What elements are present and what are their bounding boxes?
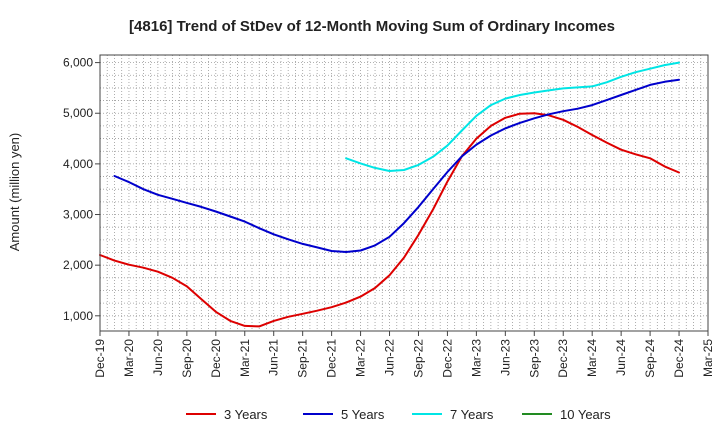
y-tick-label: 4,000 — [63, 157, 93, 171]
x-tick-label: Sep-21 — [296, 339, 310, 378]
series-line-5-years — [113, 78, 680, 253]
x-tick-label: Mar-21 — [238, 339, 252, 377]
x-tick-label: Jun-24 — [614, 339, 628, 376]
x-tick-label: Sep-20 — [180, 339, 194, 378]
x-tick-label: Dec-21 — [325, 339, 339, 378]
x-tick-label: Dec-24 — [672, 339, 686, 378]
x-tick-label: Mar-24 — [585, 339, 599, 377]
x-tick-label: Dec-19 — [93, 339, 107, 378]
y-tick-label: 3,000 — [63, 208, 93, 222]
x-tick-label: Jun-23 — [498, 339, 512, 376]
y-tick-label: 2,000 — [63, 258, 93, 272]
x-tick-label: Sep-22 — [411, 339, 425, 378]
y-tick-label: 5,000 — [63, 106, 93, 120]
x-tick-label: Mar-20 — [122, 339, 136, 377]
legend: 3 Years 5 Years 7 Years 10 Years — [186, 407, 611, 422]
chart-title: [4816] Trend of StDev of 12-Month Moving… — [129, 18, 615, 35]
x-tick-label: Sep-23 — [527, 339, 541, 378]
grid — [100, 55, 708, 331]
series-layer — [99, 61, 680, 328]
x-tick-label: Dec-23 — [556, 339, 570, 378]
y-tick-label: 1,000 — [63, 309, 93, 323]
y-axis-label: Amount (million yen) — [7, 133, 22, 252]
x-tick-label: Dec-20 — [209, 339, 223, 378]
y-ticks: 1,000 2,000 3,000 4,000 5,000 6,000 — [63, 56, 100, 323]
legend-label: 7 Years — [450, 407, 494, 422]
x-tick-label: Jun-20 — [151, 339, 165, 376]
x-tick-label: Mar-23 — [469, 339, 483, 377]
legend-label: 3 Years — [224, 407, 268, 422]
x-tick-label: Sep-24 — [643, 339, 657, 378]
y-tick-label: 6,000 — [63, 56, 93, 70]
legend-label: 10 Years — [560, 407, 611, 422]
x-tick-label: Jun-22 — [383, 339, 397, 376]
x-ticks: Dec-19 Mar-20 Jun-20 Sep-20 Dec-20 Mar-21 Jun-… — [93, 331, 715, 378]
series-line-7-years — [345, 61, 680, 172]
x-tick-label: Jun-21 — [267, 339, 281, 376]
x-tick-label: Mar-22 — [354, 339, 368, 377]
x-tick-label: Dec-22 — [440, 339, 454, 378]
x-tick-label: Mar-25 — [701, 339, 715, 377]
legend-label: 5 Years — [341, 407, 385, 422]
plot-frame — [99, 54, 709, 332]
series-line-3-years — [99, 112, 680, 328]
